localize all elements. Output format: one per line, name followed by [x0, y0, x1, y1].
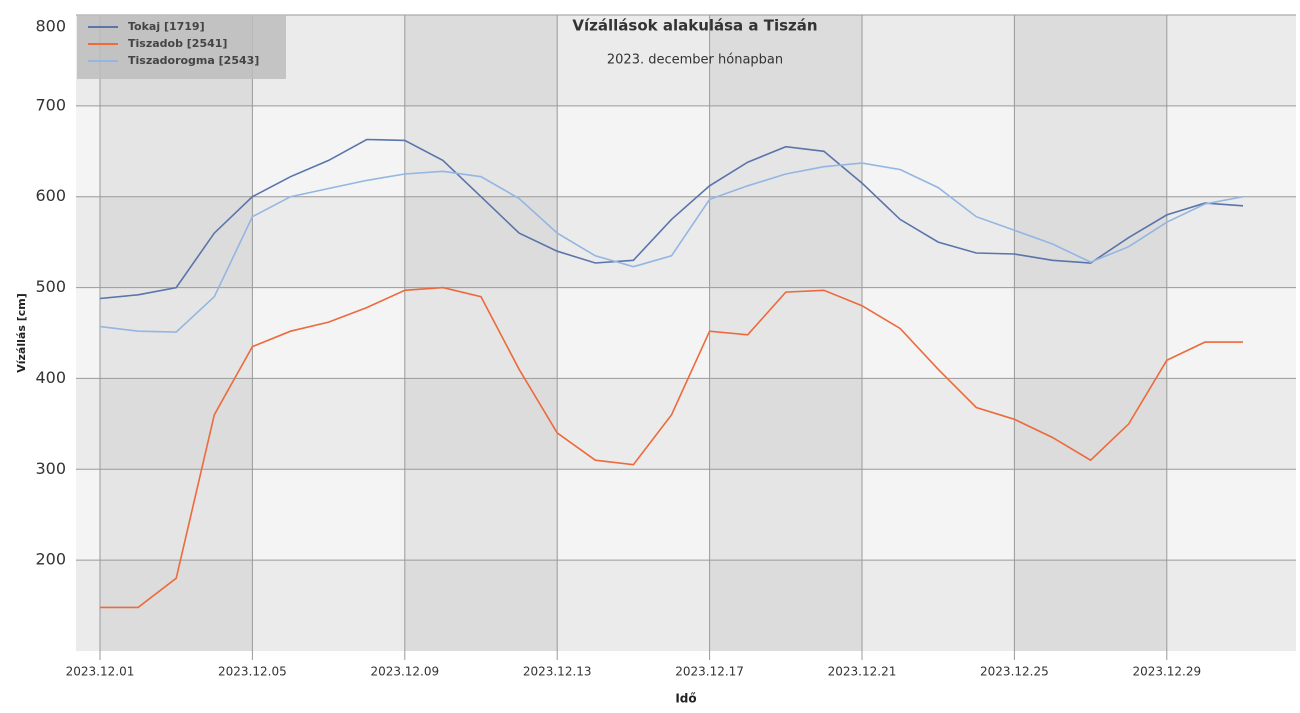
lines — [99, 138, 1244, 609]
legend-label: Tiszadob [2541] — [128, 37, 227, 50]
legend-label: Tiszadorogma [2543] — [128, 54, 259, 67]
band — [76, 197, 1296, 288]
legend: Tokaj [1719] Tiszadob [2541] Tiszadorogma … — [88, 20, 259, 67]
y-tick-label: 200 — [35, 550, 66, 569]
band — [100, 15, 253, 651]
x-tick-label: 2023.12.17 — [675, 665, 744, 679]
series-line — [99, 162, 1244, 333]
x-tick-label: 2023.12.09 — [370, 665, 439, 679]
band — [76, 378, 1296, 469]
y-tick-label: 600 — [35, 186, 66, 205]
y-tick-label: 400 — [35, 368, 66, 387]
x-tick-label: 2023.12.25 — [980, 665, 1049, 679]
y-tick-label: 800 — [35, 17, 66, 36]
y-tick-label: 700 — [35, 95, 66, 114]
y-axis-label: Vízállás [cm] — [15, 293, 28, 373]
legend-label: Tokaj [1719] — [128, 20, 205, 33]
band — [1014, 15, 1167, 651]
grid — [76, 14, 1296, 660]
y-tick-label: 300 — [35, 459, 66, 478]
series-line — [99, 138, 1244, 300]
x-tick-label: 2023.12.13 — [523, 665, 592, 679]
band — [404, 15, 558, 651]
plot-area — [76, 15, 1296, 651]
bands — [76, 15, 1296, 651]
x-tick-label: 2023.12.21 — [828, 665, 897, 679]
legend-box — [77, 15, 286, 79]
x-tick-label: 2023.12.29 — [1132, 665, 1201, 679]
chart-title: Vízállások alakulása a Tiszán — [572, 17, 817, 35]
x-axis-label: Idő — [675, 692, 696, 706]
chart-subtitle: 2023. december hónapban — [607, 53, 783, 68]
band — [76, 560, 1296, 651]
x-tick-label: 2023.12.05 — [218, 665, 287, 679]
x-tick-label: 2023.12.01 — [66, 665, 135, 679]
series-line — [100, 286, 1243, 609]
y-tick-label: 500 — [35, 277, 66, 296]
